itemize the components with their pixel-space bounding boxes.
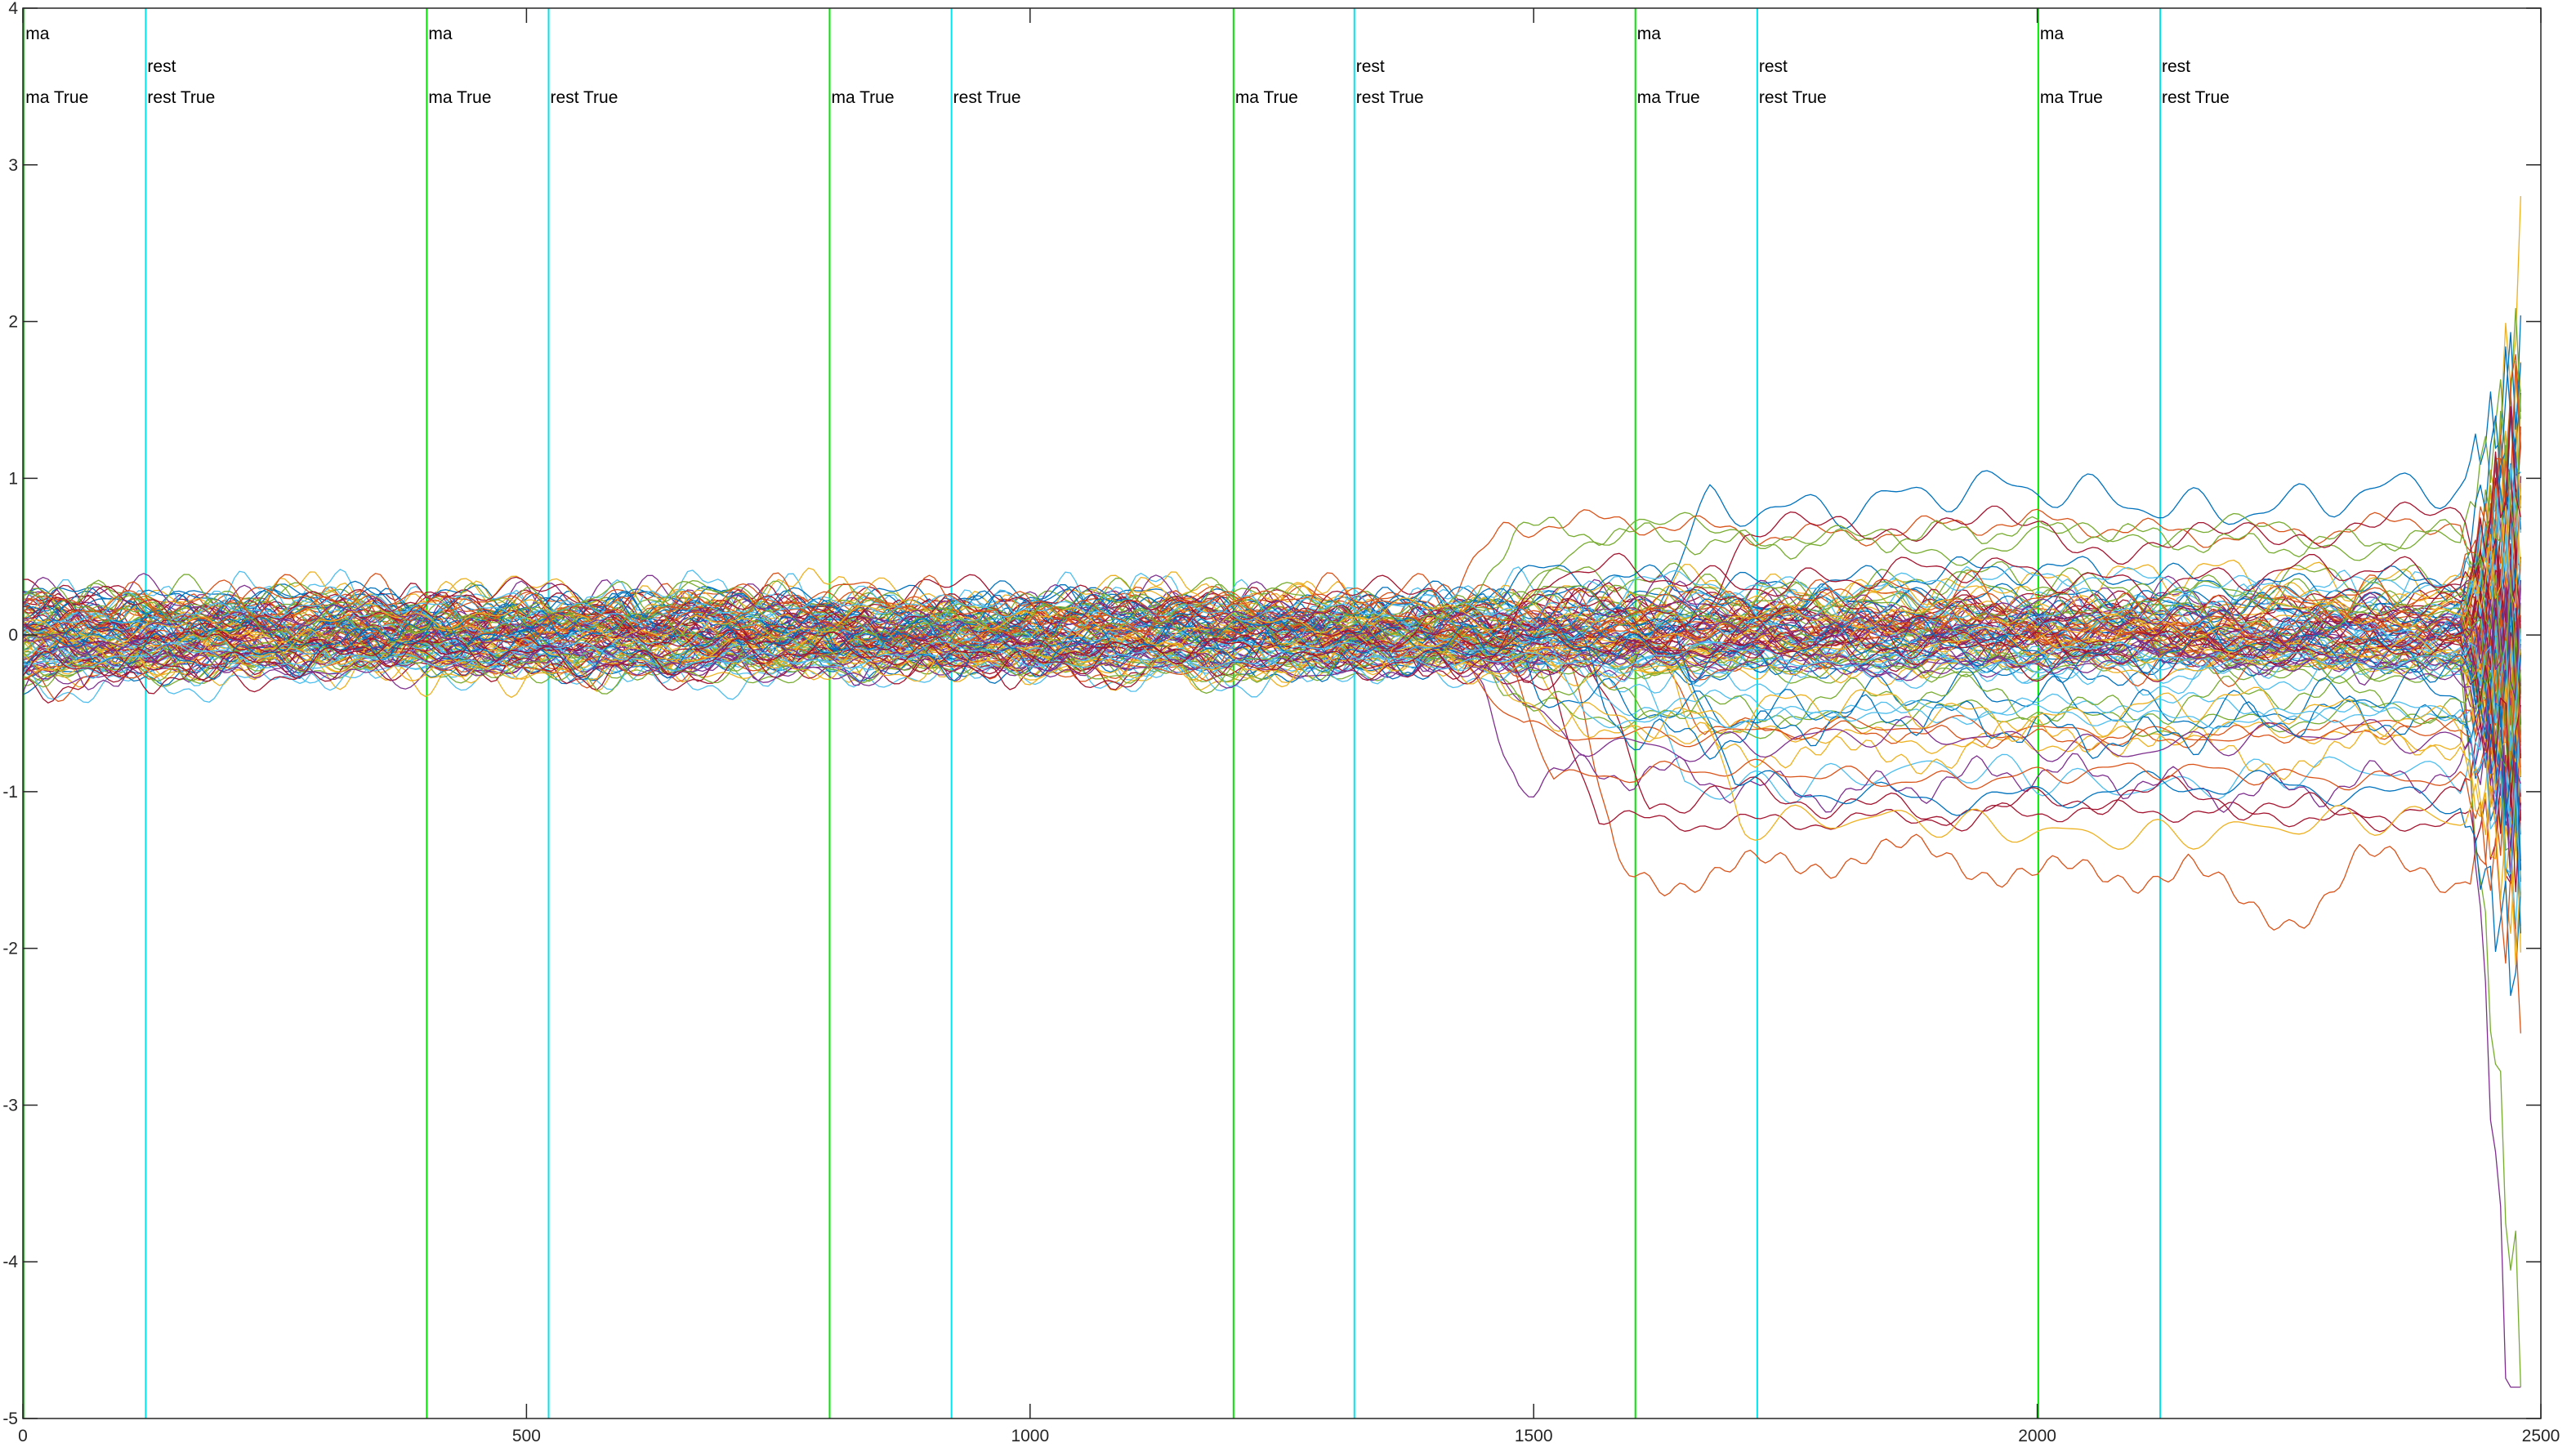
- event-label-rest-7: rest: [1356, 57, 1385, 76]
- series-line-64: [22, 614, 2521, 882]
- event-labels: ma ma True rest rest True ma ma True rest True…: [25, 25, 2230, 107]
- y-tick-label--5: -5: [2, 1410, 18, 1428]
- event-label-rest-true-3: rest True: [551, 88, 618, 107]
- series-line-109: [22, 579, 2521, 701]
- event-label-ma-true-8: ma True: [1637, 88, 1700, 107]
- event-label-ma-2: ma: [428, 25, 452, 43]
- series-line-105: [22, 620, 2521, 808]
- y-tick-label--1: -1: [2, 783, 18, 802]
- series-line-107: [22, 354, 2521, 639]
- series-line-83: [22, 467, 2521, 653]
- series-line-99: [22, 592, 2521, 760]
- x-tick-label-2000: 2000: [2018, 1427, 2056, 1445]
- event-label-rest-true-9: rest True: [1759, 88, 1827, 107]
- series-line-91: [22, 584, 2521, 759]
- y-tick-label--4: -4: [2, 1253, 18, 1271]
- y-tick-label-3: 3: [8, 156, 18, 175]
- event-label-ma-true-2: ma True: [428, 88, 491, 107]
- event-label-ma-true-4: ma True: [831, 88, 894, 107]
- event-label-ma-0: ma: [25, 25, 49, 43]
- y-tick-label-2: 2: [8, 313, 18, 332]
- series-line-90: [22, 487, 2521, 645]
- series-line-80: [22, 492, 2521, 644]
- series-line-103: [22, 567, 2521, 861]
- series-line-43: [22, 570, 2521, 694]
- x-tick-label-500: 500: [512, 1427, 541, 1445]
- series-line-72: [22, 645, 2521, 778]
- series-line-106: [22, 615, 2521, 870]
- y-tick-label-4: 4: [8, 0, 18, 18]
- y-tick-label-0: 0: [8, 626, 18, 645]
- y-tick-label--2: -2: [2, 940, 18, 958]
- series-line-87: [22, 615, 2521, 777]
- event-label-ma-10: ma: [2040, 25, 2064, 43]
- series-line-97: [22, 464, 2521, 668]
- series-line-111: [22, 628, 2521, 752]
- series-line-69: [22, 637, 2521, 828]
- x-tick-label-2500: 2500: [2522, 1427, 2560, 1445]
- series-line-101: [22, 627, 2521, 966]
- event-label-ma-true-0: ma True: [25, 88, 88, 107]
- x-tick-label-1500: 1500: [1515, 1427, 1553, 1445]
- series-line-93: [22, 591, 2521, 1034]
- event-label-rest-true-5: rest True: [953, 88, 1021, 107]
- series-line-102: [22, 639, 2521, 882]
- series-line-104: [22, 593, 2521, 897]
- event-label-rest-true-11: rest True: [2162, 88, 2230, 107]
- series-line-112: [22, 406, 2521, 681]
- y-tick-label-1: 1: [8, 469, 18, 488]
- event-label-rest-9: rest: [1759, 57, 1788, 76]
- event-label-ma-true-6: ma True: [1235, 88, 1298, 107]
- event-label-rest-11: rest: [2162, 57, 2190, 76]
- series-line-108: [22, 482, 2521, 646]
- series-line-110: [22, 516, 2521, 730]
- series-line-52: [22, 567, 2521, 934]
- event-label-rest-true-1: rest True: [147, 88, 215, 107]
- axes-box: [22, 7, 2542, 1419]
- event-label-rest-true-7: rest True: [1356, 88, 1424, 107]
- event-label-rest-1: rest: [147, 57, 176, 76]
- event-label-ma-true-10: ma True: [2040, 88, 2103, 107]
- series-line-89: [22, 394, 2521, 634]
- event-label-ma-8: ma: [1637, 25, 1661, 43]
- y-tick-label--3: -3: [2, 1096, 18, 1115]
- series-line-31: [22, 559, 2521, 722]
- x-tick-label-0: 0: [18, 1427, 28, 1445]
- x-tick-label-1000: 1000: [1011, 1427, 1049, 1445]
- data-series: [22, 195, 2521, 1388]
